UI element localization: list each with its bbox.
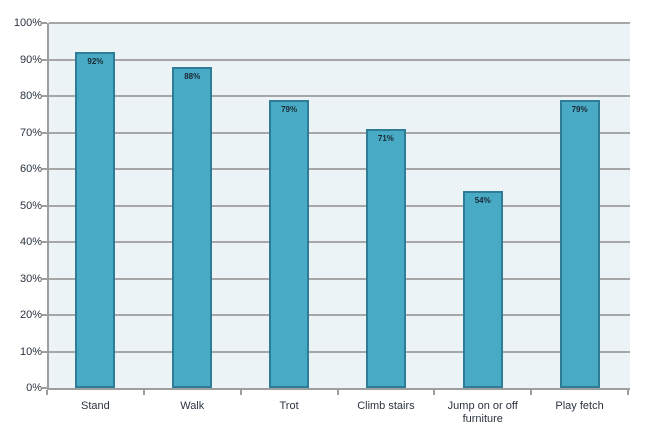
bar-label: 88% [184,71,201,81]
y-axis-tick-label: 40% [19,236,42,248]
gridline [49,22,630,24]
y-axis-tick [42,314,47,316]
bar: 92% [75,52,116,388]
x-axis-tick [142,390,145,395]
y-axis-tick [42,58,47,61]
y-axis-tick [42,22,47,24]
bar: 88% [172,66,213,388]
bar: 71% [365,128,406,388]
x-axis-tick-label: Climb stairs [357,400,415,412]
x-axis-tick [627,390,629,395]
y-axis-tick-label: 100% [13,17,42,29]
y-axis-tick [42,277,47,280]
y-axis-tick [42,387,47,389]
x-axis-tick-label: Trot [279,400,299,412]
bar: 79% [559,99,600,388]
y-axis-tick [42,241,47,243]
bar-label: 92% [87,57,104,67]
gridline [49,95,630,97]
gridline [49,168,630,170]
gridline [49,131,630,134]
bar-label: 54% [474,195,491,205]
x-axis-tick-label: Stand [81,400,110,412]
x-axis-tick [433,390,436,395]
x-axis-tick-label: Jump on or off furniture [447,400,518,425]
bar-label: 79% [281,104,298,114]
plot-area [47,22,630,390]
y-axis-tick-label: 90% [19,53,42,66]
gridline [49,58,630,61]
gridline [49,241,630,243]
y-axis-tick-label: 60% [19,163,42,175]
x-axis-tick [530,390,533,395]
y-axis-tick-label: 10% [19,345,42,358]
x-axis-tick-label: Walk [180,400,205,412]
y-axis-tick [42,131,47,134]
x-axis-tick [46,390,48,395]
bar: 54% [462,190,503,388]
gridline [49,350,630,353]
y-axis-tick-label: 0% [26,382,42,394]
y-axis-tick [42,350,47,353]
y-axis-tick [42,95,47,97]
gridline [49,204,630,207]
gridline [49,277,630,280]
bar-label: 71% [377,133,394,143]
y-axis-tick-label: 80% [19,90,42,102]
x-axis-tick [336,390,339,395]
y-axis-tick-label: 30% [19,272,42,285]
x-axis-tick-label: Play fetch [555,400,604,412]
y-axis-tick-label: 20% [19,309,42,321]
y-axis-tick-label: 70% [19,126,42,139]
y-axis-tick-label: 50% [19,199,42,212]
gridline [49,314,630,316]
y-axis-tick [42,204,47,207]
x-axis-tick [239,390,242,395]
bar-label: 79% [571,104,588,114]
y-axis-tick [42,168,47,170]
bar: 79% [269,99,310,388]
